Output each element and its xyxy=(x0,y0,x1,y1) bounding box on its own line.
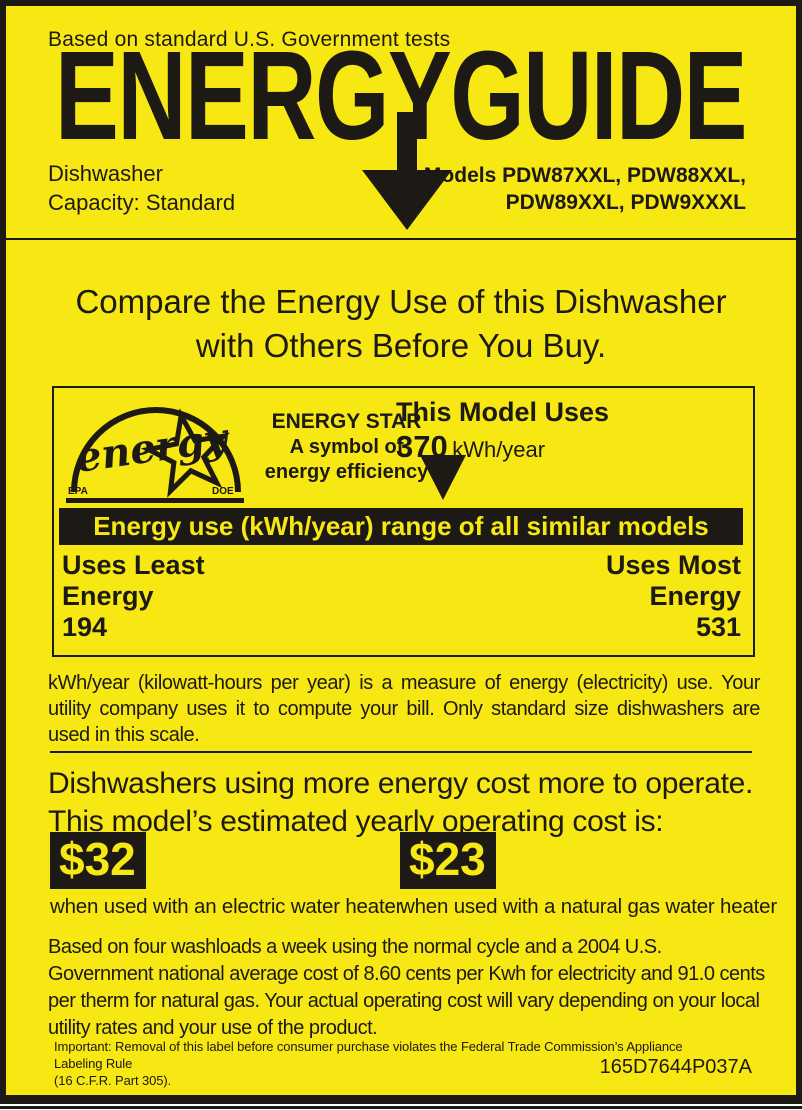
doe-text: DOE xyxy=(212,486,234,497)
gas-cost-caption: when used with a natural gas water heate… xyxy=(400,895,777,918)
compare-heading-line2: with Others Before You Buy. xyxy=(195,327,607,364)
energy-star-logo-icon: energy EPA DOE xyxy=(66,407,244,503)
product-capacity: Capacity: Standard xyxy=(48,190,236,215)
energy-star-caption-line2: energy efficiency xyxy=(264,461,429,483)
compare-heading: Compare the Energy Use of this Dishwashe… xyxy=(6,280,796,368)
operating-cost-heading-line1: Dishwashers using more energy cost more … xyxy=(48,767,754,800)
product-info: Dishwasher Capacity: Standard xyxy=(48,159,235,217)
compare-heading-line1: Compare the Energy Use of this Dishwashe… xyxy=(75,283,727,320)
electric-cost-badge: $32 xyxy=(50,832,146,889)
product-type: Dishwasher xyxy=(48,161,163,186)
important-removal-note: Important: Removal of this label before … xyxy=(54,1038,714,1089)
range-bar: Energy use (kWh/year) range of all simil… xyxy=(59,508,743,545)
energy-star-title: ENERGY STAR xyxy=(271,410,422,433)
uses-most-value: 531 xyxy=(695,612,741,642)
bottom-edge-line xyxy=(0,1106,802,1109)
uses-least-line2: Energy xyxy=(62,581,154,611)
uses-least-line1: Uses Least xyxy=(62,550,205,580)
uses-least-value: 194 xyxy=(62,612,108,642)
model-numbers-line2: PDW89XXL, PDW9XXXL xyxy=(505,191,746,214)
section-divider xyxy=(50,751,752,753)
energy-star-star-shape xyxy=(140,408,231,498)
important-removal-line1: Important: Removal of this label before … xyxy=(54,1039,683,1071)
comparison-box: energy EPA DOE ENERGY STAR A symbol of e… xyxy=(52,386,755,657)
model-uses-unit: kWh/year xyxy=(452,437,546,462)
gas-cost-badge: $23 xyxy=(400,832,496,889)
electric-cost-caption: when used with an electric water heater xyxy=(50,895,403,918)
kwh-explanation-note: kWh/year (kilowatt-hours per year) is a … xyxy=(48,672,760,746)
uses-most-block: Uses Most Energy 531 xyxy=(606,550,741,643)
uses-most-line1: Uses Most xyxy=(605,550,741,580)
important-removal-line2: (16 C.F.R. Part 305). xyxy=(54,1073,172,1088)
energy-star-caption-line1: A symbol of xyxy=(289,436,404,458)
down-arrow-icon xyxy=(362,112,452,230)
epa-text: EPA xyxy=(68,486,88,497)
model-uses-heading: This Model Uses xyxy=(396,397,610,427)
government-tests-tagline: Based on standard U.S. Government tests xyxy=(48,28,451,51)
operating-cost-heading-line2: This model’s estimated yearly operating … xyxy=(48,805,664,838)
uses-most-line2: Energy xyxy=(649,581,741,611)
down-triangle-icon xyxy=(420,455,466,500)
energy-star-caption: ENERGY STAR A symbol of energy efficienc… xyxy=(244,408,449,485)
model-numbers: Models PDW87XXL, PDW88XXL, PDW89XXL, PDW… xyxy=(424,162,746,216)
header-divider xyxy=(6,238,796,240)
uses-least-block: Uses Least Energy 194 xyxy=(62,550,205,643)
part-number: 165D7644P037A xyxy=(599,1056,752,1078)
model-numbers-line1: Models PDW87XXL, PDW88XXL, xyxy=(423,164,746,187)
cost-basis-note: Based on four washloads a week using the… xyxy=(48,936,765,1039)
operating-cost-heading: Dishwashers using more energy cost more … xyxy=(48,765,753,841)
